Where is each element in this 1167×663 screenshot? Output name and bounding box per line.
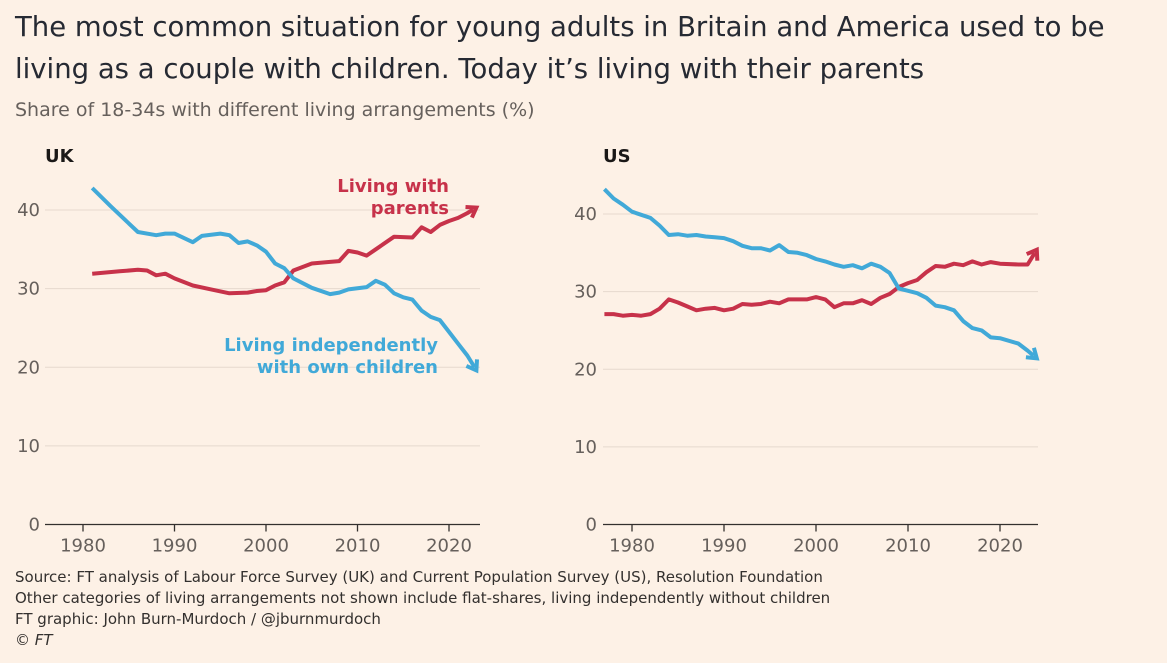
arrow-head (465, 359, 479, 374)
panel-title: UK (45, 146, 75, 167)
copyright: © FT (15, 631, 53, 649)
series-line (90, 186, 477, 369)
uk-panel: UK 0 10 20 30 40 1980 1990 2000 2010 2020 Living wi… (17, 146, 480, 557)
x-tick-label: 1980 (609, 536, 655, 557)
arrow-head (465, 205, 480, 219)
y-tick-label: 10 (574, 437, 597, 458)
us-panel: US 0 10 20 30 40 1980 1990 2000 2010 2020 (574, 146, 1040, 557)
y-tick-label: 30 (574, 282, 597, 303)
y-tick-label: 30 (17, 279, 40, 300)
footer: Source: FT analysis of Labour Force Surv… (15, 567, 830, 651)
x-tick-label: 1990 (152, 536, 198, 557)
series-line (604, 252, 1037, 318)
chart-subtitle: Share of 18-34s with different living ar… (15, 99, 535, 121)
x-tick-label: 1990 (701, 536, 747, 557)
graphic-credit: FT graphic: John Burn-Murdoch / @jburnmu… (15, 610, 381, 628)
y-tick-label: 40 (17, 200, 40, 221)
x-tick-label: 2000 (243, 536, 289, 557)
series-label: Living independently with own children (224, 335, 438, 378)
arrow-head (1025, 246, 1040, 261)
series-label-line: Living independently (224, 335, 438, 356)
series-label: Living with parents (337, 176, 449, 219)
categories-note: Other categories of living arrangements … (15, 589, 831, 607)
x-tick-label: 2020 (977, 536, 1023, 557)
x-tick-label: 2010 (885, 536, 931, 557)
y-tick-label: 20 (17, 357, 40, 378)
series-label-line: with own children (257, 357, 438, 378)
y-tick-label: 0 (29, 515, 40, 536)
series-label-line: Living with (337, 176, 449, 197)
x-tick-label: 1980 (60, 536, 106, 557)
y-tick-label: 40 (574, 204, 597, 225)
series-line (602, 187, 1035, 358)
y-tick-label: 0 (586, 515, 597, 536)
y-tick-label: 20 (574, 359, 597, 380)
x-tick-label: 2020 (426, 536, 472, 557)
panel-title: US (603, 146, 631, 167)
y-tick-label: 10 (17, 436, 40, 457)
series-label-line: parents (371, 198, 449, 219)
chart-title: The most common situation for young adul… (15, 11, 1105, 85)
x-tick-label: 2010 (335, 536, 381, 557)
arrow-head (1025, 347, 1040, 361)
x-tick-label: 2000 (793, 536, 839, 557)
series-line (92, 207, 475, 296)
source-note: Source: FT analysis of Labour Force Surv… (15, 568, 823, 586)
